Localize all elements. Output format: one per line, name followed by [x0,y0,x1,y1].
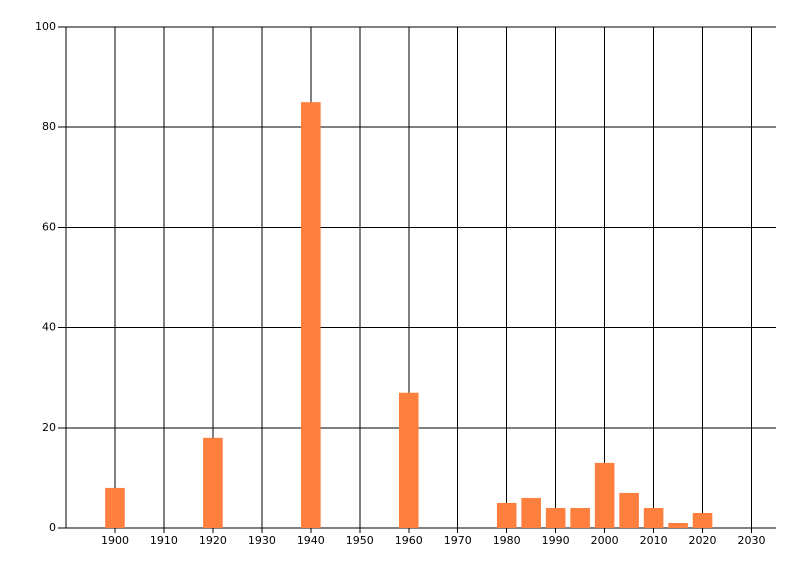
y-tick-label: 80 [42,120,56,133]
bar [521,497,541,528]
x-tick-label: 1960 [395,534,423,547]
bar [668,522,688,528]
y-tick-label: 60 [42,220,56,233]
x-tick-label: 1910 [150,534,178,547]
y-tick-label: 100 [35,20,56,33]
x-tick-label: 1930 [248,534,276,547]
bar [643,507,664,528]
x-tick-label: 2020 [689,534,717,547]
x-tick-label: 2030 [738,534,766,547]
bar [398,392,419,528]
x-tick-label: 2000 [591,534,619,547]
x-tick-label: 1980 [493,534,521,547]
x-tick-label: 1950 [346,534,374,547]
bar [496,502,517,528]
x-tick-label: 1920 [199,534,227,547]
x-tick-label: 1900 [101,534,129,547]
bar [545,507,566,528]
bar [594,462,615,528]
bar [619,492,639,528]
bar [105,487,125,528]
bar [570,507,590,528]
x-tick-label: 1990 [542,534,570,547]
y-tick-label: 0 [49,521,56,534]
bar [301,102,321,529]
bar [692,512,713,528]
x-tick-label: 1970 [444,534,472,547]
y-tick-label: 20 [42,421,56,434]
x-tick-label: 1940 [297,534,325,547]
bar [203,437,223,528]
y-tick-label: 40 [42,321,56,334]
x-tick-label: 2010 [640,534,668,547]
